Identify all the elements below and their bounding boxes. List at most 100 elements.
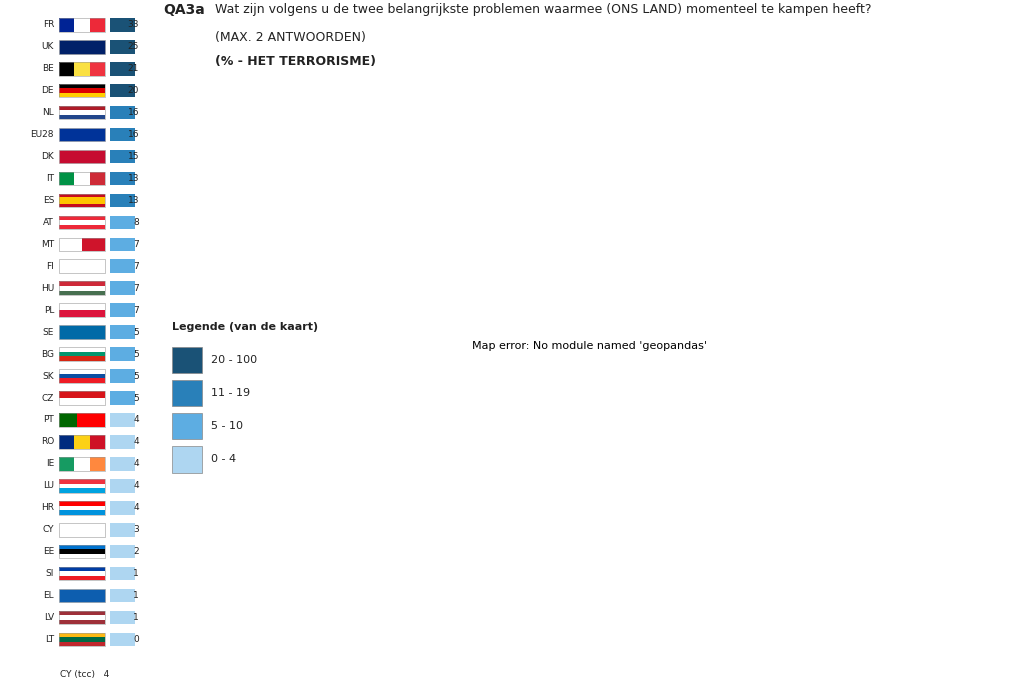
Text: LU: LU [43,482,54,491]
Bar [58,572,105,576]
Bar [58,291,105,295]
Bar [58,216,105,220]
Text: FR: FR [43,20,54,29]
Text: MT: MT [41,240,54,249]
Text: EU28: EU28 [31,130,54,139]
Text: 33: 33 [128,20,139,29]
Text: 4: 4 [133,437,139,446]
Text: 8: 8 [133,218,139,227]
Bar [58,545,105,558]
Bar [110,435,134,448]
Bar [58,303,105,317]
Text: 16: 16 [128,130,139,139]
Bar [90,435,105,448]
Bar [172,380,203,406]
Bar [74,62,90,75]
Bar [58,220,105,225]
Bar [78,413,105,427]
Text: SI: SI [46,569,54,578]
Bar [58,484,105,488]
Text: Legende (van de kaart): Legende (van de kaart) [172,322,318,332]
Text: IT: IT [46,174,54,183]
Bar [110,128,134,141]
Bar [58,84,105,89]
Bar [58,374,105,379]
Bar [110,370,134,383]
Bar [110,325,134,339]
Bar [58,260,105,273]
Bar [110,40,134,53]
Text: EL: EL [43,591,54,600]
Text: LV: LV [44,613,54,622]
Bar [58,310,105,317]
Bar [58,18,105,32]
Bar [172,446,203,473]
Bar [58,106,105,120]
Bar [58,510,105,515]
Text: 7: 7 [133,306,139,315]
Bar [90,62,105,75]
Bar [58,347,105,352]
Bar [58,370,105,374]
Text: (% - HET TERRORISME): (% - HET TERRORISME) [215,55,377,69]
Bar [58,286,105,291]
Bar [58,413,105,427]
Text: NL: NL [42,108,54,117]
Text: 13: 13 [128,196,139,205]
Bar [58,40,105,53]
Bar [58,632,105,646]
Bar [58,488,105,493]
Bar [74,18,90,32]
Text: LT: LT [45,635,54,644]
Bar [58,554,105,558]
Bar [58,303,105,310]
Text: 4: 4 [133,459,139,468]
Bar [58,84,105,98]
Bar [110,391,134,405]
Text: 5 - 10: 5 - 10 [211,421,243,431]
Bar [58,549,105,554]
Bar [58,106,105,110]
Bar [58,225,105,229]
Bar [110,523,134,536]
Text: 15: 15 [128,152,139,161]
Text: 1: 1 [133,591,139,600]
Bar [58,237,82,251]
Bar [58,282,105,286]
Text: 5: 5 [133,394,139,403]
Text: (MAX. 2 ANTWOORDEN): (MAX. 2 ANTWOORDEN) [215,31,367,44]
Bar [58,18,74,32]
Bar [58,204,105,207]
Text: 20: 20 [128,86,139,95]
Text: BG: BG [41,349,54,358]
Text: Map error: No module named 'geopandas': Map error: No module named 'geopandas' [472,341,707,351]
Bar [58,435,74,448]
Bar [58,216,105,229]
Bar [110,216,134,229]
Bar [110,260,134,273]
Text: 4: 4 [133,415,139,424]
Bar [58,501,105,506]
Text: ES: ES [43,196,54,205]
Text: CY: CY [43,525,54,534]
Bar [58,611,105,615]
Bar [58,479,105,484]
Bar [110,62,134,75]
Bar [58,506,105,510]
Bar [58,347,105,361]
Text: Wat zijn volgens u de twee belangrijkste problemen waarmee (ONS LAND) momenteel : Wat zijn volgens u de twee belangrijkste… [215,3,872,17]
Text: 25: 25 [128,42,139,51]
Bar [82,237,105,251]
Text: DE: DE [42,86,54,95]
Bar [58,128,105,141]
Text: RO: RO [41,437,54,446]
Bar [58,93,105,98]
Text: 16: 16 [128,108,139,117]
Bar [172,347,203,373]
Bar [58,457,74,471]
Bar [110,149,134,163]
Bar [58,356,105,361]
Bar [58,194,105,207]
Bar [58,197,105,204]
Bar [74,172,90,185]
